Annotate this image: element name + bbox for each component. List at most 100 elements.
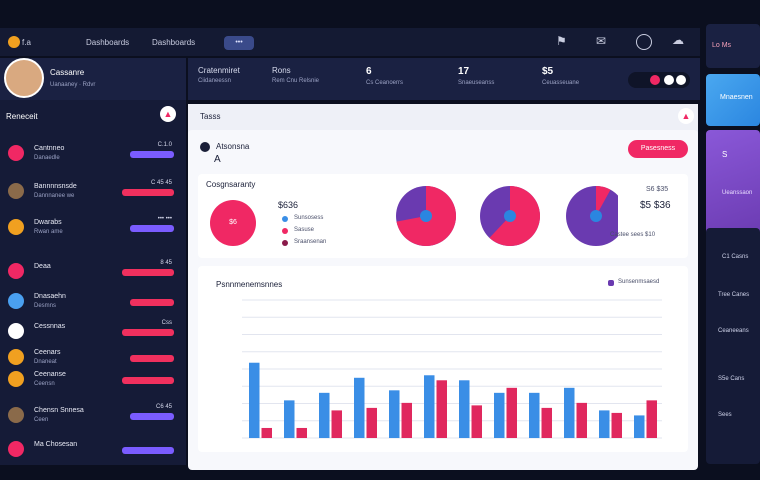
sidebar-item-label: Ceenanse <box>34 371 66 378</box>
overview-title: Cosgnsaranty <box>206 180 256 189</box>
bell-icon[interactable]: ⚑ <box>556 34 567 48</box>
bar-series-1 <box>284 400 295 438</box>
sidebar-item[interactable]: Dwarabs Rwan ame ••• ••• <box>8 216 178 238</box>
bar-chart-card: Psnnmenemsnnes Sunsenmsaesd <box>198 266 688 452</box>
sidebar-item-bar <box>122 329 174 336</box>
rail-card-1[interactable]: Lo Ms <box>706 24 760 68</box>
sidebar-item-value: C 45 45 <box>150 180 172 186</box>
nav-dashboards[interactable]: Dashboards <box>86 38 130 47</box>
nav-pill-button[interactable]: ••• <box>224 36 254 50</box>
brand-logo-icon <box>8 36 20 48</box>
sidebar-item-icon <box>8 145 24 161</box>
status-toggle-group[interactable] <box>628 72 690 88</box>
sidebar-item-value: ••• ••• <box>157 216 172 222</box>
sidebar-item-icon <box>8 349 24 365</box>
sidebar-item-label: Dwarabs <box>34 219 62 226</box>
sidebar-item[interactable]: Ma Chosesan <box>8 438 178 460</box>
sidebar-item-label: Chensn Snnesa <box>34 407 84 414</box>
header-strip: Cassanre Uanaaney · Rdvr Cratenmiret Ciid… <box>0 58 700 100</box>
bar-chart-title: Psnnmenemsnnes <box>216 280 283 289</box>
avatar[interactable] <box>4 58 44 98</box>
bar-series-1 <box>494 392 505 438</box>
brand-name: f.a <box>22 38 31 47</box>
sidebar-item-sub: Dnaneat <box>34 359 57 365</box>
sidebar-item-icon <box>8 371 24 387</box>
sidebar-item-sub: Desmns <box>34 303 57 309</box>
bar-series-2 <box>331 410 342 438</box>
header-stat-2: Rons Rem Cnu Relsnie <box>272 66 320 84</box>
sidebar-item-label: Ceenars <box>34 349 61 356</box>
bar-series-2 <box>576 402 587 438</box>
sidebar-item-value: C.1.0 <box>157 142 172 148</box>
bar-series-1 <box>389 390 400 438</box>
rail-list-item: Tree Canes <box>718 292 750 298</box>
sidebar-item[interactable]: Ceenanse Ceensn <box>8 368 178 390</box>
sidebar-item-bar <box>122 377 174 384</box>
cloud-icon[interactable]: ☁ <box>672 33 684 47</box>
rail-card-1-label: Lo Ms <box>712 42 732 49</box>
bar-series-2 <box>646 400 657 438</box>
sidebar-item-label: Ma Chosesan <box>34 441 78 448</box>
bar-legend-label: Sunsenmsaesd <box>618 279 660 285</box>
sidebar-item-bar <box>122 269 174 276</box>
bar-series-1 <box>424 375 435 438</box>
sidebar-item-bar <box>130 413 174 420</box>
bar-series-1 <box>529 392 540 438</box>
sidebar-item-bar <box>130 355 174 362</box>
bar-series-2 <box>541 407 552 438</box>
sidebar-item[interactable]: Ceenars Dnaneat <box>8 346 178 368</box>
rail-list-item: Sees <box>718 412 732 418</box>
sidebar-item-sub: Dannnanee we <box>34 193 75 199</box>
tab-title[interactable]: Tasss <box>200 112 221 121</box>
chat-icon[interactable]: ✉ <box>596 34 607 48</box>
section-title: Atsonsna <box>216 142 250 151</box>
sidebar-item-icon <box>8 263 24 279</box>
donut-slice <box>596 186 611 216</box>
sidebar-item-icon <box>8 293 24 309</box>
legend-label-2: Sasuse <box>294 227 315 233</box>
bar-series-1 <box>564 387 575 438</box>
bar-series-2 <box>471 405 482 438</box>
sidebar-item-icon <box>8 219 24 235</box>
sidebar-item[interactable]: Chensn Snnesa Ceen C6 45 <box>8 404 178 426</box>
sidebar-add-button[interactable]: ▲ <box>160 106 176 122</box>
sidebar-item-bar <box>122 447 174 454</box>
main-panel: Tasss ▲ Atsonsna A Pasesness Cosgnsarant… <box>188 104 698 470</box>
globe-icon[interactable] <box>636 34 652 50</box>
bar-legend-dot <box>608 280 614 286</box>
sidebar-item[interactable]: Deaa 8 45 <box>8 260 178 282</box>
nav-dashboards-2[interactable]: Dashboards <box>152 38 196 47</box>
status-dot-red <box>650 75 660 85</box>
bar-series-2 <box>366 407 377 438</box>
sidebar-title: Reneceit <box>6 112 38 121</box>
sidebar-item-icon <box>8 407 24 423</box>
sidebar-item-sub: Ceen <box>34 417 49 423</box>
header-stat-3: 6 Cs Ceanoerrs <box>366 66 404 86</box>
sidebar-item-sub: Rwan ame <box>34 229 63 235</box>
legend-label-3: Sraansenan <box>294 239 327 245</box>
right-value: $5 $36 <box>640 200 671 211</box>
sidebar-item-sub: Ceensn <box>34 381 55 387</box>
sidebar-item[interactable]: Dnasaehn Desmns <box>8 290 178 312</box>
rail-card-3[interactable]: S Ueanssaon <box>706 130 760 242</box>
rail-list-item: S5e Cans <box>718 376 745 382</box>
primary-action-button[interactable]: Pasesness <box>628 140 688 158</box>
donut-group <box>396 186 618 246</box>
sidebar-item[interactable]: Bannnnsnsde Dannnanee we C 45 45 <box>8 180 178 202</box>
main-add-button[interactable]: ▲ <box>678 108 694 124</box>
rail-card-4[interactable]: C1 Casns Tree Canes Ceaneeans S5e Cans S… <box>706 228 760 464</box>
rail-card-3-sub: Ueanssaon <box>722 190 753 196</box>
user-sub: Uanaaney · Rdvr <box>50 82 96 88</box>
sidebar-item-bar <box>130 299 174 306</box>
sidebar-item-value: C6 45 <box>155 404 172 410</box>
rail-list-item: Ceaneeans <box>718 328 749 334</box>
sidebar-item-sub: Danaedle <box>34 155 60 161</box>
status-dot-white <box>664 75 674 85</box>
sidebar-item[interactable]: Cessnnas Css <box>8 320 178 342</box>
header-stat-5: $5 Ceuasseuane <box>542 66 580 86</box>
sidebar-item[interactable]: Cantnneo Danaedle C.1.0 <box>8 142 178 164</box>
status-dot-white-2 <box>676 75 686 85</box>
rail-card-2[interactable]: Mnaesnen <box>706 74 760 126</box>
sidebar-item-icon <box>8 183 24 199</box>
sidebar-item-label: Cessnnas <box>34 323 66 330</box>
